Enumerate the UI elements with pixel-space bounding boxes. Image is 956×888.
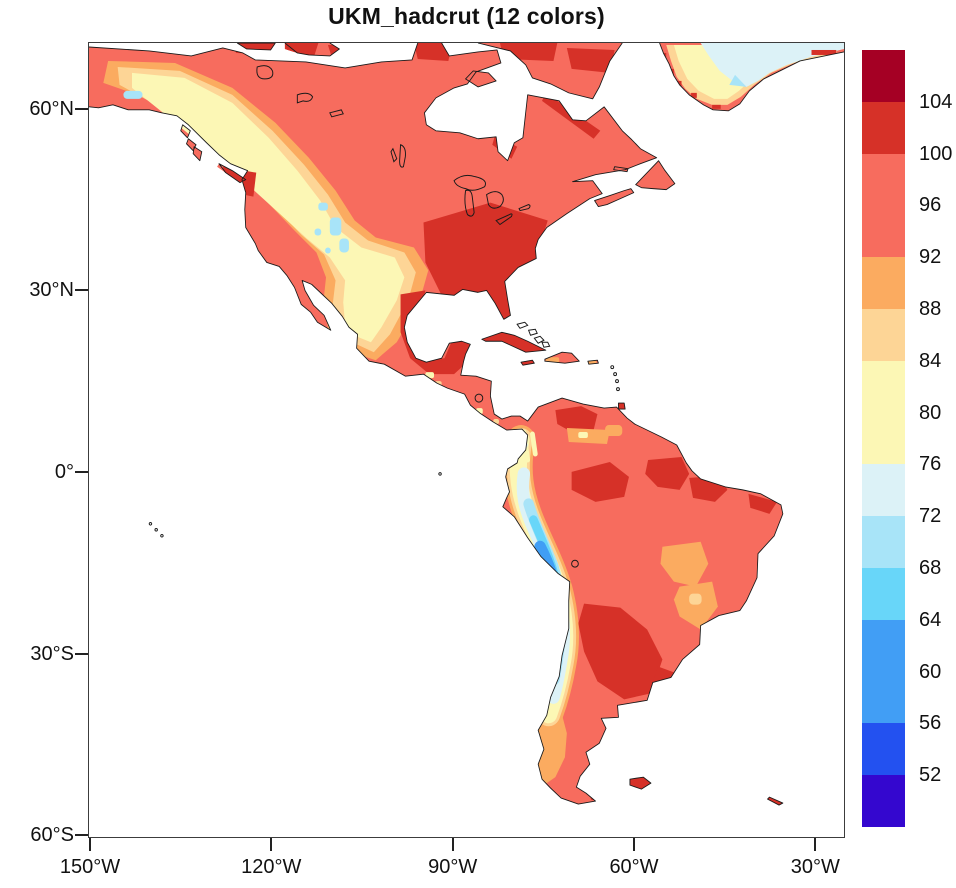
colorbar-segment — [862, 101, 905, 154]
colorbar-label: 76 — [919, 453, 942, 476]
y-tick — [75, 834, 88, 837]
map-plot-area — [88, 42, 845, 838]
colorbar-label: 92 — [919, 246, 942, 269]
colorbar-label: 60 — [919, 660, 942, 683]
colorbar-segment — [862, 775, 905, 827]
colorbar-label: 56 — [919, 712, 942, 735]
x-tick — [270, 838, 273, 851]
colorbar-segment — [862, 412, 905, 465]
colorbar-segment — [862, 308, 905, 361]
colorbar-label: 72 — [919, 505, 942, 528]
x-tick-label: 90°W — [428, 856, 478, 878]
colorbar-segment — [862, 671, 905, 724]
y-tick — [75, 289, 88, 292]
y-tick-label: 30°N — [29, 279, 74, 302]
y-tick — [75, 107, 88, 110]
colorbar-label: 88 — [919, 298, 942, 320]
colorbar-segment — [862, 257, 905, 309]
x-tick — [89, 838, 91, 851]
colorbar-label: 84 — [919, 349, 942, 372]
x-tick — [633, 838, 635, 851]
x-tick — [451, 838, 454, 851]
y-tick-label: 0° — [54, 461, 74, 483]
colorbar-label: 100 — [919, 142, 953, 165]
colorbar — [862, 50, 905, 827]
y-tick — [75, 652, 88, 655]
colorbar-segment — [862, 723, 905, 776]
colorbar-segment — [862, 464, 905, 517]
colorbar-segment — [862, 153, 905, 206]
colorbar-segment — [862, 516, 905, 568]
x-tick-label: 150°W — [59, 856, 121, 878]
colorbar-segment — [862, 619, 905, 672]
x-tick — [814, 838, 817, 851]
y-tick-label: 60°N — [29, 97, 74, 120]
y-tick-label: 30°S — [30, 642, 74, 665]
colorbar-segment — [862, 50, 905, 102]
colorbar-segment — [862, 360, 905, 413]
colorbar-label: 64 — [919, 608, 942, 631]
y-tick — [75, 471, 88, 473]
y-tick-label: 60°S — [30, 824, 74, 847]
colorbar-label: 52 — [919, 764, 942, 787]
coastline — [89, 43, 844, 806]
lake-outlines — [148, 65, 620, 568]
colorbar-segment — [862, 567, 905, 620]
colorbar-label: 104 — [919, 90, 953, 113]
land-fill-layer — [89, 43, 844, 806]
x-tick-label: 60°W — [609, 856, 659, 878]
colorbar-label: 68 — [919, 557, 942, 579]
colorbar-label: 96 — [919, 194, 942, 217]
plot-title: UKM_hadcrut (12 colors) — [328, 3, 605, 29]
x-tick-label: 30°W — [790, 856, 840, 878]
americas-map — [89, 43, 844, 806]
colorbar-label: 80 — [919, 401, 942, 424]
x-tick-label: 120°W — [241, 856, 302, 878]
colorbar-segment — [862, 205, 905, 258]
